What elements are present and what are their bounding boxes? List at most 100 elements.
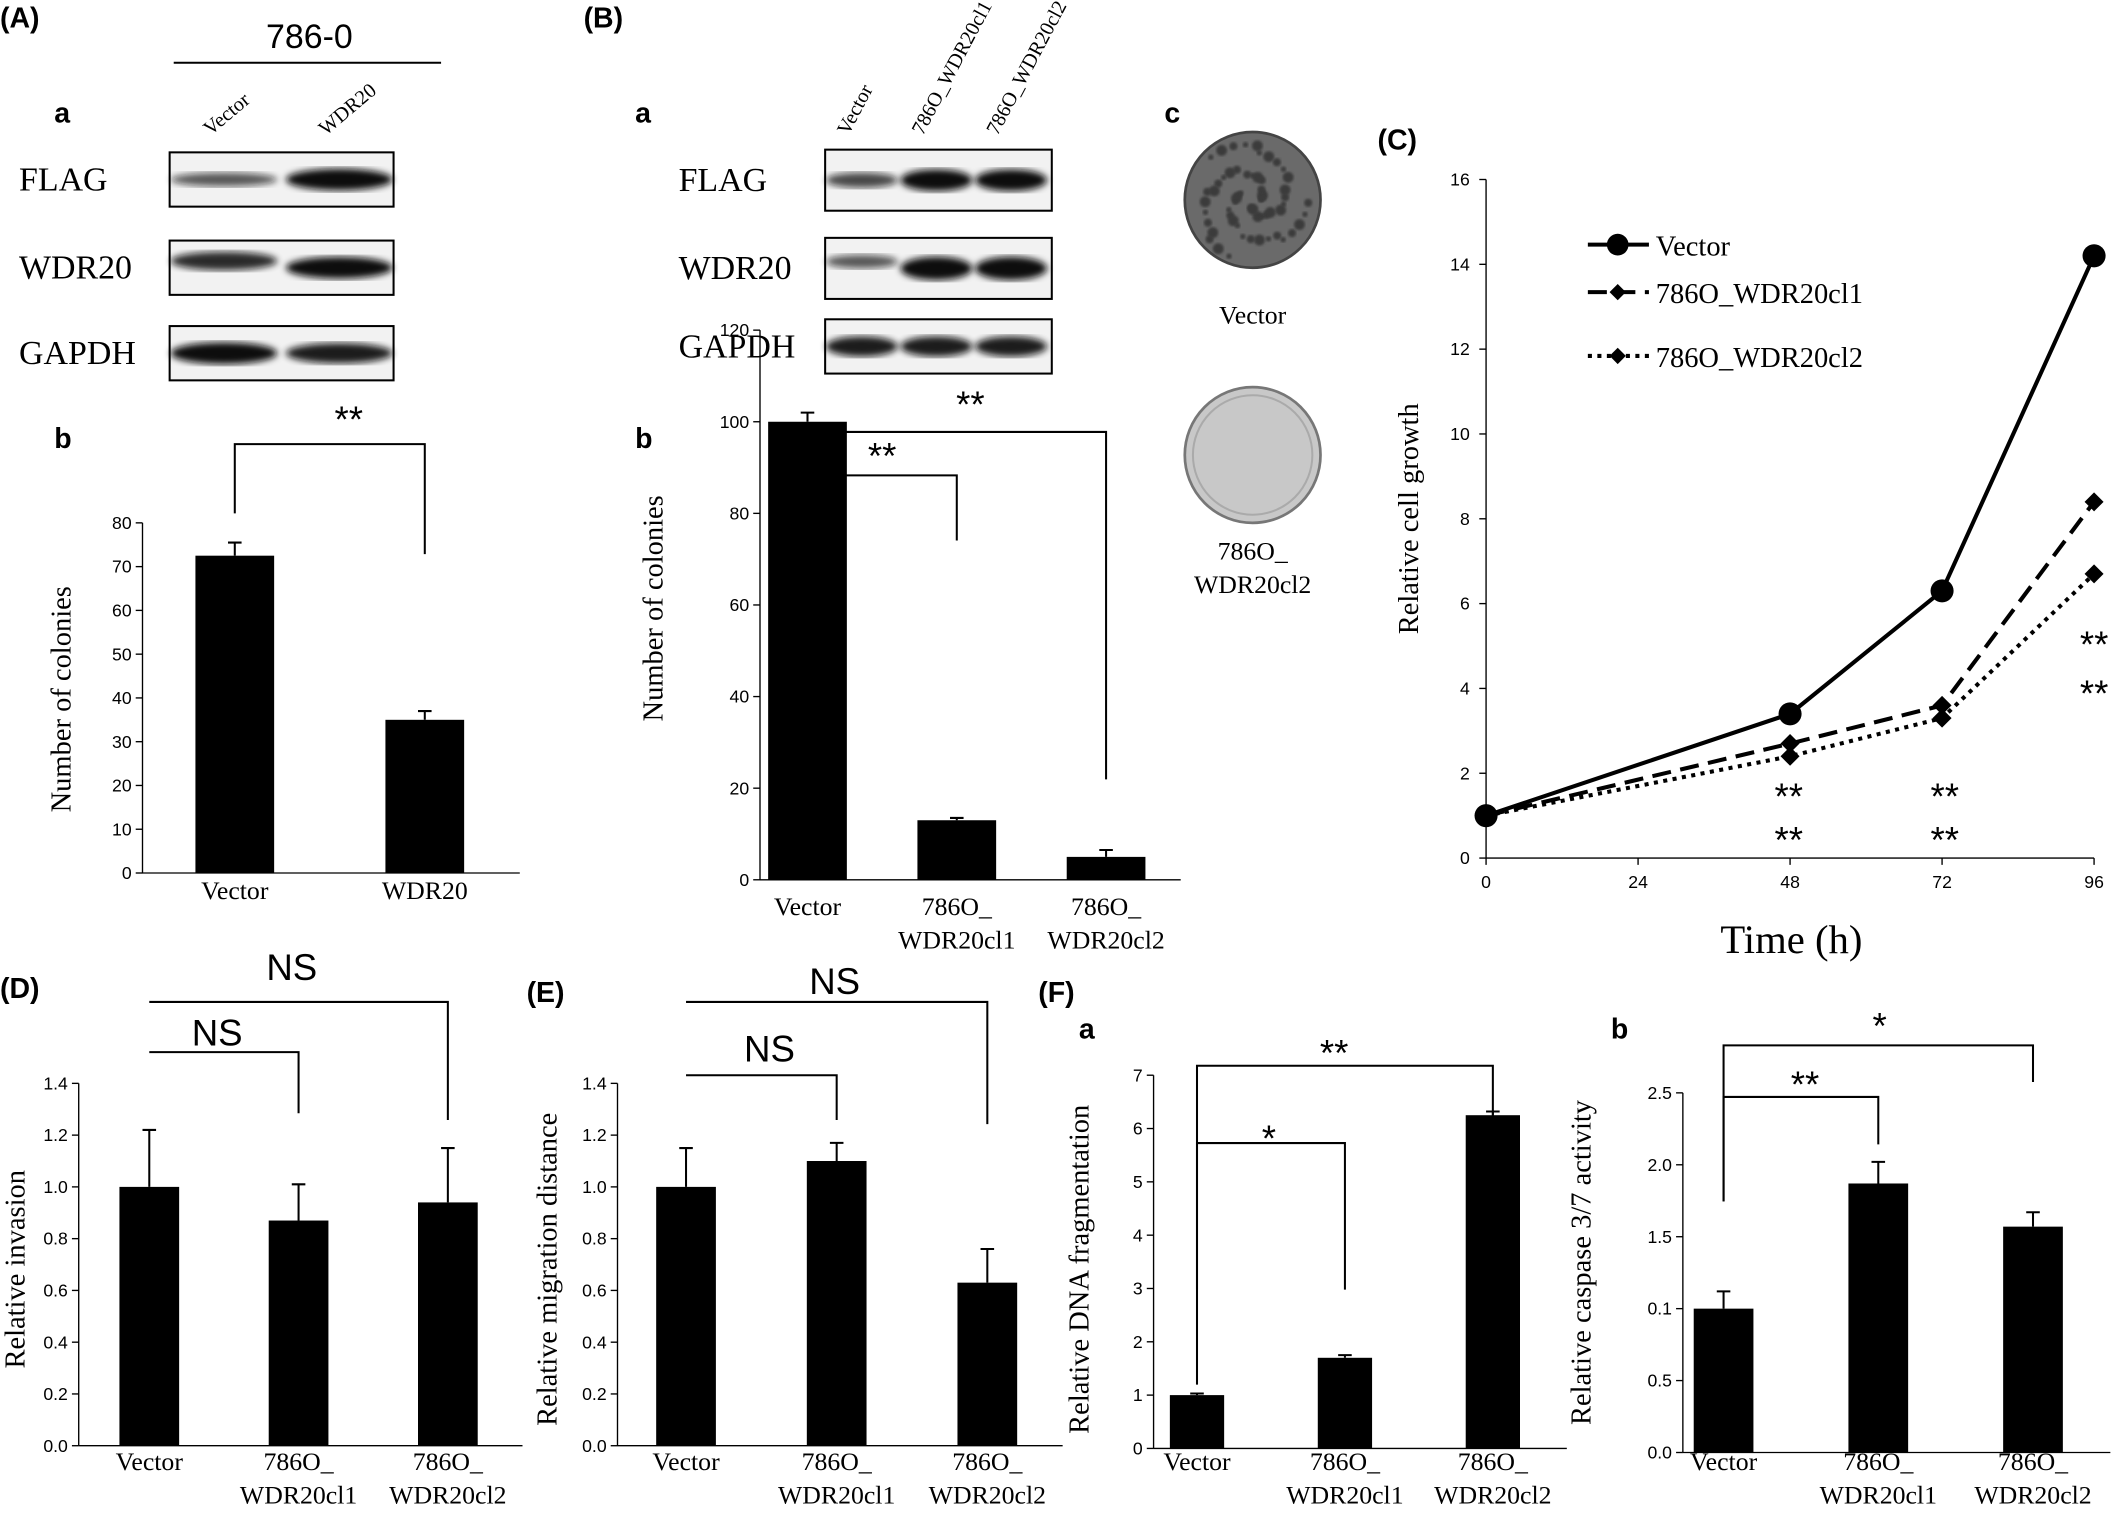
blot-row-label: FLAG: [679, 162, 768, 199]
x-tick-label: 786O_ WDR20cl2: [1434, 1447, 1551, 1510]
y-axis-label: Number of colonies: [47, 586, 78, 812]
colony: [1251, 140, 1263, 152]
panel-label: a: [1079, 1014, 1096, 1046]
colony: [1214, 179, 1223, 188]
x-tick-label: Vector: [1163, 1447, 1231, 1476]
comparison-bracket: [149, 1051, 300, 1114]
y-axis-label: Relative caspase 3/7 activity: [1567, 1099, 1598, 1425]
blot-row-label: WDR20: [679, 250, 792, 287]
significance: **: [1320, 1033, 1349, 1074]
colony: [1302, 211, 1308, 218]
y-tick-label: 12: [1450, 339, 1470, 359]
significance: NS: [744, 1029, 795, 1070]
colony: [1240, 233, 1246, 240]
y-tick-label: 6: [1460, 594, 1470, 614]
colony: [1220, 174, 1227, 181]
colony: [1281, 193, 1290, 202]
y-tick-label: 1.2: [582, 1125, 607, 1145]
colony: [1216, 144, 1228, 156]
x-tick-label: 96: [2084, 872, 2104, 892]
y-tick-label: 80: [730, 503, 750, 523]
y-tick-label: 0.1: [1647, 1299, 1672, 1319]
y-tick-label: 100: [720, 412, 750, 432]
colony: [1247, 203, 1259, 215]
significance: **: [1774, 820, 1803, 861]
y-tick-label: 2: [1133, 1332, 1143, 1352]
significance: NS: [809, 961, 860, 1002]
y-tick-label: 0.8: [43, 1229, 68, 1249]
colony: [1294, 219, 1305, 230]
colony: [1265, 236, 1272, 242]
blot-band: [285, 168, 393, 191]
blot-row-label: GAPDH: [679, 328, 796, 365]
x-tick-label: 786O_ WDR20cl1: [1820, 1447, 1937, 1510]
colony: [1226, 253, 1232, 259]
lane-label: 786O_WDR20cl1: [908, 0, 997, 138]
colony: [1263, 151, 1275, 163]
colony: [1202, 209, 1209, 215]
y-tick-label: 2.5: [1647, 1083, 1672, 1103]
plate-rim: [1191, 394, 1314, 516]
lane-label: Vector: [199, 89, 254, 140]
colony: [1208, 154, 1214, 160]
x-tick-label: 786O_ WDR20cl1: [778, 1447, 895, 1510]
colony: [1287, 229, 1297, 238]
legend-label: 786O_WDR20cl2: [1656, 343, 1863, 374]
error-bar: [800, 411, 815, 422]
marker: [1932, 695, 1952, 715]
panel-label: (F): [1038, 977, 1074, 1009]
x-tick-label: Vector: [652, 1447, 720, 1476]
y-tick-label: 10: [1450, 424, 1470, 444]
blot-row-label: WDR20: [19, 250, 132, 287]
y-tick-label: 1.5: [1647, 1227, 1672, 1247]
y-tick-label: 0.8: [582, 1229, 607, 1249]
colony: [1257, 185, 1266, 194]
marker: [1476, 806, 1496, 826]
y-axis-label: Relative migration distance: [532, 1113, 563, 1426]
marker: [2082, 244, 2106, 268]
y-tick-label: 0: [1460, 848, 1470, 868]
comparison-bracket: [806, 430, 1108, 780]
significance: **: [868, 436, 897, 477]
bar: [1465, 1115, 1520, 1449]
y-tick-label: 20: [730, 778, 750, 798]
lane-label: Vector: [833, 81, 877, 138]
significance: **: [2080, 673, 2109, 714]
bar: [1169, 1395, 1225, 1449]
error-bar: [950, 816, 964, 821]
comparison-bracket: [149, 1000, 449, 1120]
blot-band: [825, 254, 898, 269]
comparison-bracket: [1195, 1142, 1346, 1290]
y-tick-label: 0.0: [582, 1436, 607, 1456]
colony: [1264, 207, 1276, 218]
y-tick-label: 5: [1133, 1172, 1143, 1192]
colony: [1256, 150, 1263, 156]
cell-line: 786-0: [266, 18, 353, 56]
bar: [656, 1186, 716, 1446]
significance: **: [1774, 776, 1803, 817]
y-tick-label: 2: [1460, 763, 1470, 783]
x-tick-label: Vector: [774, 892, 842, 921]
y-tick-label: 10: [112, 819, 132, 839]
colony: [1280, 201, 1287, 207]
marker: [1930, 579, 1954, 603]
y-axis-label: Relative DNA fragmentation: [1064, 1105, 1095, 1434]
colony: [1203, 218, 1213, 227]
colony: [1226, 206, 1232, 213]
x-tick-label: Vector: [201, 876, 269, 905]
colony: [1234, 222, 1241, 229]
y-tick-label: 1.4: [582, 1073, 607, 1093]
colony: [1282, 171, 1294, 183]
plate-label: Vector: [1219, 300, 1287, 329]
significance: NS: [192, 1012, 243, 1053]
colony: [1232, 199, 1238, 205]
bar: [1066, 856, 1146, 880]
colony: [1224, 167, 1236, 179]
lane-label: WDR20: [315, 79, 381, 139]
y-tick-label: 2.0: [1647, 1155, 1672, 1175]
blot-band: [285, 256, 393, 279]
x-tick-label: 786O_ WDR20cl2: [1974, 1447, 2091, 1510]
panel-label: c: [1164, 98, 1180, 130]
y-tick-label: 0.6: [582, 1281, 607, 1301]
